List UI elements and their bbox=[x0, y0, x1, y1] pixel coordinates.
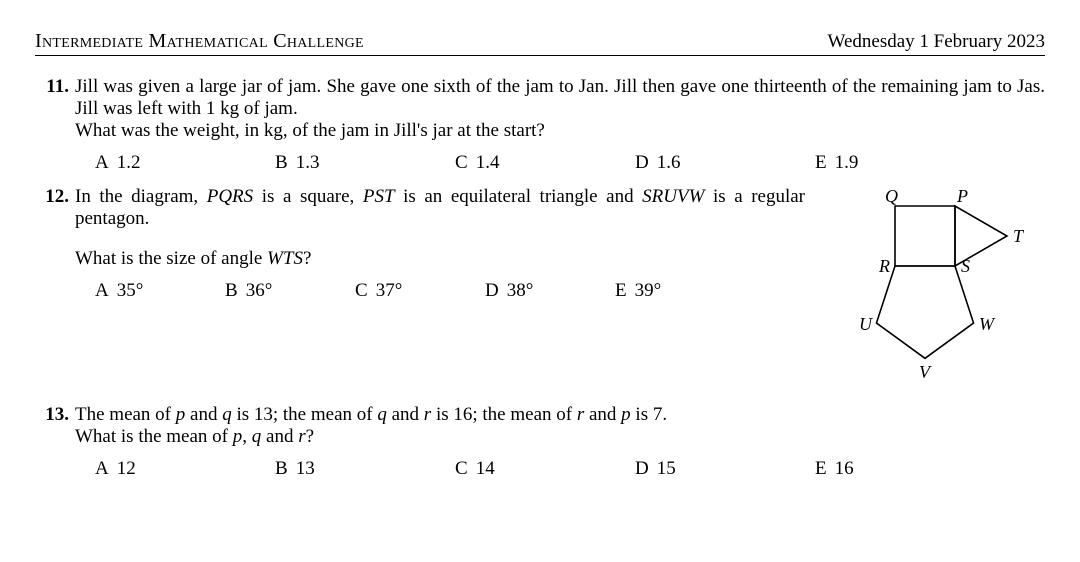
page-header: Intermediate Mathematical Challenge Wedn… bbox=[35, 30, 1045, 56]
q12-intro: In the diagram, PQRS is a square, PST is… bbox=[75, 186, 805, 230]
label-u: U bbox=[859, 314, 873, 334]
q11-text-2: What was the weight, in kg, of the jam i… bbox=[75, 120, 1045, 142]
q12-diagram: Q P T R S U W V bbox=[825, 186, 1045, 392]
label-v: V bbox=[919, 362, 932, 382]
label-w: W bbox=[979, 314, 996, 334]
q12-options: A35° B36° C37° D38° E39° bbox=[75, 280, 805, 302]
label-s: S bbox=[961, 256, 970, 276]
question-11: 11. Jill was given a large jar of jam. S… bbox=[35, 76, 1045, 174]
option-c: C1.4 bbox=[455, 152, 635, 174]
question-number: 12. bbox=[35, 186, 75, 392]
question-12: 12. In the diagram, PQRS is a square, PS… bbox=[35, 186, 1045, 392]
q11-text-1: Jill was given a large jar of jam. She g… bbox=[75, 76, 1045, 120]
option-b: B36° bbox=[225, 280, 355, 302]
option-a: A12 bbox=[95, 458, 275, 480]
challenge-title: Intermediate Mathematical Challenge bbox=[35, 30, 364, 53]
question-number: 13. bbox=[35, 404, 75, 480]
label-t: T bbox=[1013, 226, 1025, 246]
option-a: A35° bbox=[95, 280, 225, 302]
q11-options: A1.2 B1.3 C1.4 D1.6 E1.9 bbox=[75, 152, 1045, 174]
q13-options: A12 B13 C14 D15 E16 bbox=[75, 458, 1045, 480]
pentagon-sruvw bbox=[876, 266, 973, 358]
option-d: D1.6 bbox=[635, 152, 815, 174]
option-d: D38° bbox=[485, 280, 615, 302]
option-c: C37° bbox=[355, 280, 485, 302]
option-a: A1.2 bbox=[95, 152, 275, 174]
q13-line2: What is the mean of p, q and r? bbox=[75, 426, 1045, 448]
label-p: P bbox=[956, 186, 968, 206]
square-pqrs bbox=[895, 206, 955, 266]
option-b: B1.3 bbox=[275, 152, 455, 174]
q13-line1: The mean of p and q is 13; the mean of q… bbox=[75, 404, 1045, 426]
challenge-date: Wednesday 1 February 2023 bbox=[828, 31, 1045, 53]
label-r: R bbox=[878, 256, 890, 276]
q12-ask: What is the size of angle WTS? bbox=[75, 248, 805, 270]
option-d: D15 bbox=[635, 458, 815, 480]
option-e: E16 bbox=[815, 458, 995, 480]
question-number: 11. bbox=[35, 76, 75, 174]
option-e: E1.9 bbox=[815, 152, 995, 174]
question-13: 13. The mean of p and q is 13; the mean … bbox=[35, 404, 1045, 480]
option-b: B13 bbox=[275, 458, 455, 480]
option-c: C14 bbox=[455, 458, 635, 480]
label-q: Q bbox=[885, 186, 898, 206]
option-e: E39° bbox=[615, 280, 745, 302]
